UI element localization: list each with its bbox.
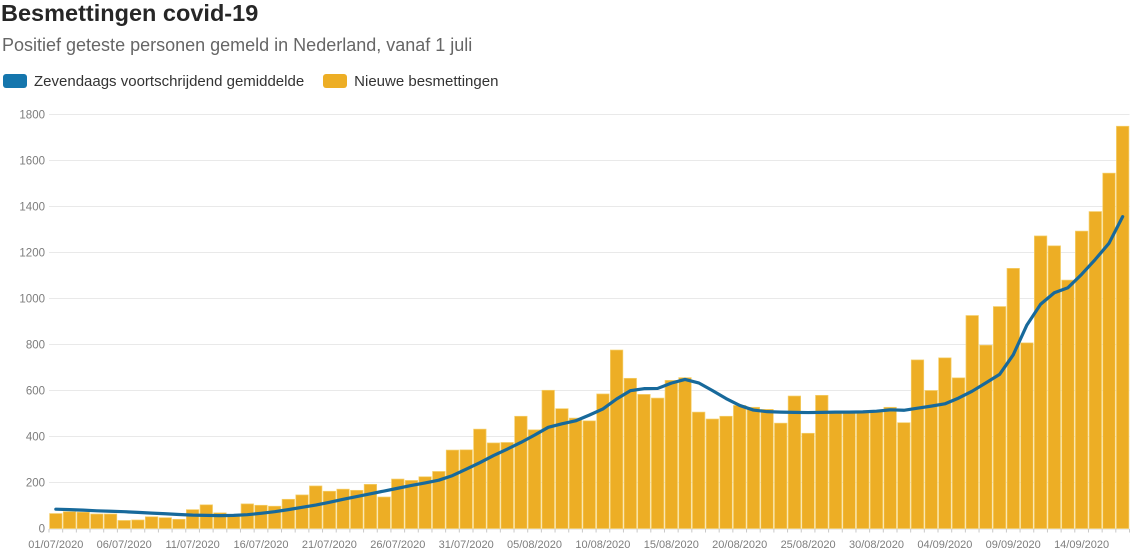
- svg-text:16/07/2020: 16/07/2020: [233, 539, 288, 551]
- svg-text:09/09/2020: 09/09/2020: [986, 539, 1041, 551]
- svg-text:26/07/2020: 26/07/2020: [370, 539, 425, 551]
- svg-text:06/07/2020: 06/07/2020: [97, 539, 152, 551]
- svg-text:04/09/2020: 04/09/2020: [917, 539, 972, 551]
- svg-text:1800: 1800: [19, 109, 45, 121]
- svg-text:11/07/2020: 11/07/2020: [165, 539, 219, 551]
- svg-text:1200: 1200: [19, 247, 45, 259]
- svg-text:0: 0: [39, 523, 45, 535]
- svg-text:1600: 1600: [19, 155, 45, 167]
- svg-text:21/07/2020: 21/07/2020: [302, 539, 357, 551]
- svg-text:20/08/2020: 20/08/2020: [712, 539, 767, 551]
- svg-text:600: 600: [26, 385, 45, 397]
- svg-text:1000: 1000: [19, 293, 45, 305]
- svg-text:10/08/2020: 10/08/2020: [575, 539, 630, 551]
- svg-text:01/07/2020: 01/07/2020: [28, 539, 83, 551]
- svg-text:400: 400: [26, 431, 45, 443]
- svg-text:14/09/2020: 14/09/2020: [1054, 539, 1109, 551]
- svg-text:800: 800: [26, 339, 45, 351]
- svg-text:31/07/2020: 31/07/2020: [439, 539, 494, 551]
- svg-text:15/08/2020: 15/08/2020: [644, 539, 699, 551]
- svg-text:30/08/2020: 30/08/2020: [849, 539, 904, 551]
- svg-text:200: 200: [26, 477, 45, 489]
- svg-text:1400: 1400: [19, 201, 45, 213]
- svg-text:25/08/2020: 25/08/2020: [781, 539, 836, 551]
- svg-text:05/08/2020: 05/08/2020: [507, 539, 562, 551]
